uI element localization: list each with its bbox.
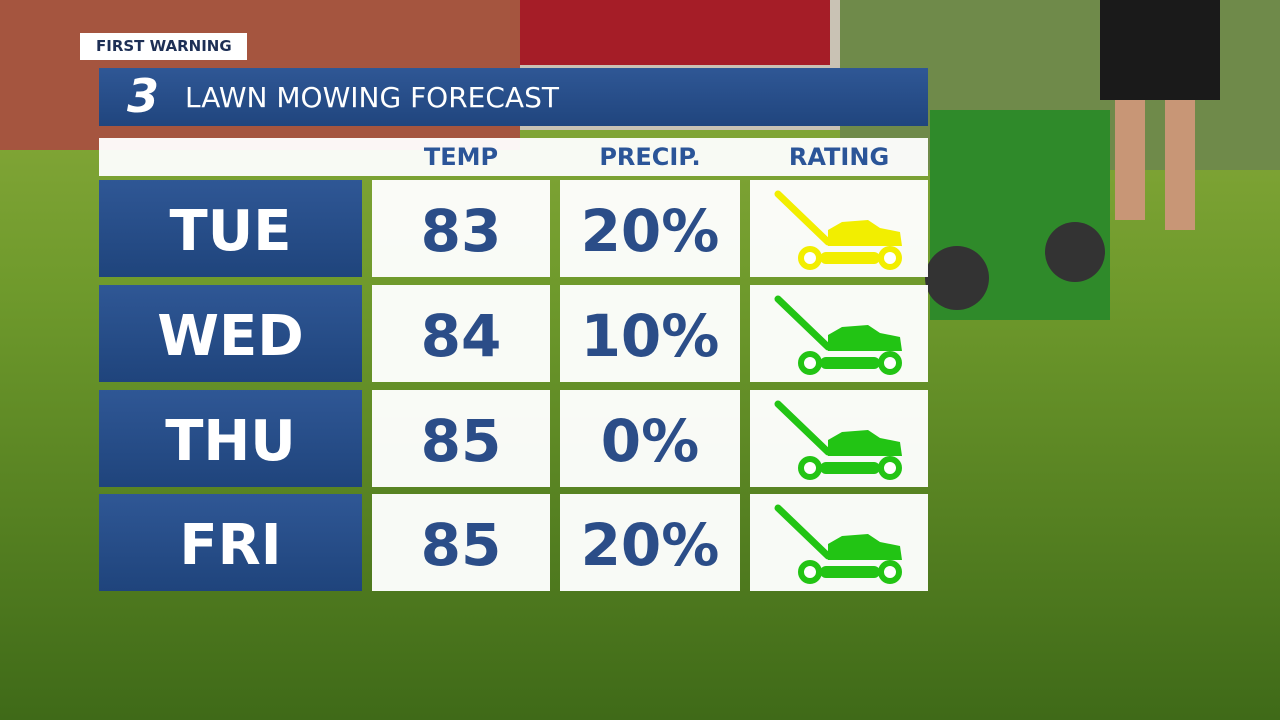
mower-icon: [774, 190, 902, 270]
precip-cell: 20%: [560, 494, 740, 591]
day-cell: FRI: [99, 494, 362, 591]
badge: FIRST WARNING: [80, 33, 247, 60]
temp-cell: 85: [372, 390, 550, 487]
precip-cell: 10%: [560, 285, 740, 382]
header-row: [99, 138, 928, 176]
rating-cell: [750, 285, 928, 382]
rating-cell: [750, 494, 928, 591]
column-header: RATING: [788, 143, 890, 171]
rating-cell: [750, 180, 928, 277]
logo: 3: [126, 69, 159, 123]
day-cell: TUE: [99, 180, 362, 277]
temp-cell: 83: [372, 180, 550, 277]
rating-cell: [750, 390, 928, 487]
day-cell: WED: [99, 285, 362, 382]
column-header: TEMP: [423, 143, 499, 171]
day-cell: THU: [99, 390, 362, 487]
title-bar: [99, 68, 928, 126]
precip-cell: 0%: [560, 390, 740, 487]
title: LAWN MOWING FORECAST: [185, 81, 559, 114]
mower-icon: [774, 504, 902, 584]
mower-icon: [774, 400, 902, 480]
temp-cell: 84: [372, 285, 550, 382]
mower-icon: [774, 295, 902, 375]
column-header: PRECIP.: [599, 143, 701, 171]
temp-cell: 85: [372, 494, 550, 591]
precip-cell: 20%: [560, 180, 740, 277]
